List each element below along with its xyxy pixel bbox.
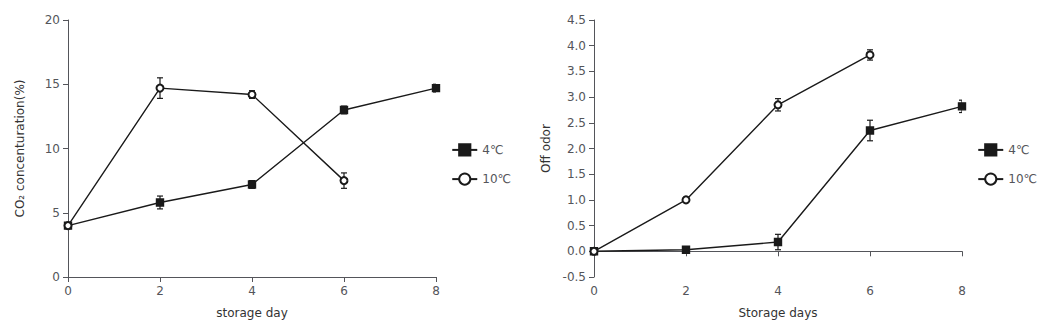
- svg-text:0.5: 0.5: [567, 219, 586, 233]
- svg-text:20: 20: [45, 13, 60, 27]
- svg-text:4: 4: [248, 284, 256, 298]
- svg-text:0.0: 0.0: [567, 244, 586, 258]
- svg-text:10℃: 10℃: [1008, 172, 1037, 186]
- svg-text:8: 8: [958, 284, 966, 298]
- svg-text:3.0: 3.0: [567, 90, 586, 104]
- svg-text:2: 2: [156, 284, 164, 298]
- svg-text:0: 0: [64, 284, 72, 298]
- svg-text:1.5: 1.5: [567, 167, 586, 181]
- svg-text:3.5: 3.5: [567, 64, 586, 78]
- svg-text:5: 5: [52, 206, 60, 220]
- svg-text:6: 6: [340, 284, 348, 298]
- svg-text:2.5: 2.5: [567, 116, 586, 130]
- svg-text:0: 0: [52, 270, 60, 284]
- svg-text:6: 6: [866, 284, 874, 298]
- svg-text:Off odor: Off odor: [539, 124, 553, 173]
- svg-text:4.5: 4.5: [567, 13, 586, 27]
- svg-text:CO₂ concenturation(%): CO₂ concenturation(%): [13, 80, 27, 218]
- svg-text:-0.5: -0.5: [563, 270, 586, 284]
- svg-text:4: 4: [774, 284, 782, 298]
- svg-text:8: 8: [432, 284, 440, 298]
- svg-text:10: 10: [45, 142, 60, 156]
- svg-text:2.0: 2.0: [567, 142, 586, 156]
- svg-text:storage day: storage day: [216, 306, 287, 320]
- svg-text:2: 2: [682, 284, 690, 298]
- svg-text:0: 0: [590, 284, 598, 298]
- svg-text:Storage days: Storage days: [738, 306, 817, 320]
- svg-text:4℃: 4℃: [1008, 143, 1029, 157]
- svg-text:1.0: 1.0: [567, 193, 586, 207]
- svg-text:4℃: 4℃: [482, 143, 503, 157]
- svg-text:15: 15: [45, 77, 60, 91]
- svg-text:10℃: 10℃: [482, 172, 511, 186]
- svg-text:4.0: 4.0: [567, 39, 586, 53]
